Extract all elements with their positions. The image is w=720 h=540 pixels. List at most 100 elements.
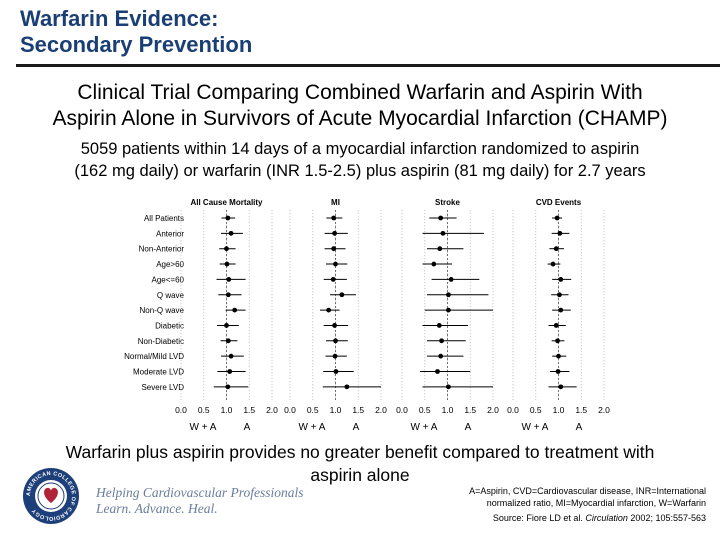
subgroup-label: Age>60: [156, 260, 184, 269]
x-tick-label: 0.5: [307, 405, 319, 415]
point-estimate: [224, 261, 230, 267]
panel-title: MI: [331, 198, 340, 207]
favors-left-label: W + A: [411, 422, 438, 433]
point-estimate: [333, 261, 338, 267]
point-estimate: [326, 307, 332, 313]
favors-left-label: W + A: [522, 422, 549, 433]
subgroup-label: Diabetic: [155, 321, 184, 330]
slide-title-line1: Warfarin Evidence:: [20, 6, 219, 31]
x-tick-label: 1.0: [553, 405, 565, 415]
trial-title-line1: Clinical Trial Comparing Combined Warfar…: [77, 81, 643, 104]
x-tick-label: 0.0: [507, 405, 519, 415]
point-estimate: [232, 307, 238, 313]
source-citation: Source: Fiore LD et al. Circulation 2002…: [493, 513, 706, 523]
x-tick-label: 0.5: [419, 405, 431, 415]
source-prefix: Source: Fiore LD et al.: [492, 513, 586, 523]
point-estimate: [438, 353, 444, 359]
x-tick-label: 1.0: [442, 405, 454, 415]
x-tick-label: 1.5: [243, 405, 255, 415]
point-estimate: [431, 261, 437, 267]
trial-description-line1: 5059 patients within 14 days of a myocar…: [80, 140, 640, 158]
point-estimate: [448, 277, 454, 282]
subgroup-label: Non-Anterior: [139, 245, 185, 254]
point-estimate: [436, 323, 442, 328]
point-estimate: [339, 292, 345, 298]
point-estimate: [556, 353, 561, 359]
point-estimate: [558, 277, 564, 282]
point-estimate: [333, 338, 338, 344]
acc-seal-logo: AMERICAN COLLEGE OF CARDIOLOGY: [23, 468, 79, 524]
trial-title-line2: Aspirin Alone in Survivors of Acute Myoc…: [52, 107, 668, 130]
point-estimate: [435, 369, 440, 374]
subgroup-label: Q wave: [157, 291, 185, 300]
x-tick-label: 2.0: [487, 405, 499, 415]
trial-description-line2: (162 mg daily) or warfarin (INR 1.5-2.5)…: [74, 162, 646, 180]
point-estimate: [228, 353, 234, 359]
tagline-line2: Learn. Advance. Heal.: [96, 501, 218, 516]
point-estimate: [553, 246, 559, 252]
x-tick-label: 0.5: [530, 405, 542, 415]
trial-title: Clinical Trial Comparing Combined Warfar…: [0, 80, 720, 132]
point-estimate: [557, 230, 563, 236]
point-estimate: [225, 384, 231, 390]
x-tick-label: 0.5: [198, 405, 210, 415]
title-divider: [16, 64, 720, 67]
x-tick-label: 0.0: [396, 405, 408, 415]
point-estimate: [553, 323, 559, 328]
x-tick-label: 2.0: [375, 405, 387, 415]
subgroup-label: All Patients: [144, 214, 184, 223]
point-estimate: [446, 307, 451, 313]
panel-title: All Cause Mortality: [190, 198, 263, 207]
favors-right-label: A: [576, 422, 583, 433]
point-estimate: [330, 277, 336, 282]
point-estimate: [446, 384, 451, 390]
point-estimate: [440, 230, 446, 236]
footnote-line2: normalized ratio, MI=Myocardial infarcti…: [486, 498, 706, 508]
point-estimate: [333, 369, 339, 374]
conclusion: Warfarin plus aspirin provides no greate…: [0, 441, 720, 487]
x-tick-label: 1.0: [330, 405, 342, 415]
subgroup-label: Age<=60: [152, 275, 185, 284]
point-estimate: [228, 230, 234, 236]
x-tick-label: 1.0: [221, 405, 233, 415]
point-estimate: [555, 369, 561, 374]
x-tick-label: 1.5: [352, 405, 364, 415]
favors-right-label: A: [244, 422, 251, 433]
tagline-line1: Helping Cardiovascular Professionals: [96, 485, 304, 500]
point-estimate: [225, 338, 231, 344]
point-estimate: [332, 353, 338, 359]
point-estimate: [437, 246, 443, 252]
subgroup-label: Anterior: [156, 229, 184, 238]
point-estimate: [554, 215, 560, 221]
favors-right-label: A: [353, 422, 360, 433]
favors-left-label: W + A: [299, 422, 326, 433]
slide-title: Warfarin Evidence: Secondary Prevention: [20, 6, 252, 58]
favors-left-label: W + A: [190, 422, 217, 433]
point-estimate: [225, 215, 231, 221]
source-suffix: 2002; 105:557-563: [627, 513, 706, 523]
slide-title-line2: Secondary Prevention: [20, 32, 253, 57]
subgroup-label: Non-Diabetic: [138, 337, 184, 346]
point-estimate: [557, 292, 562, 298]
point-estimate: [439, 338, 444, 344]
point-estimate: [344, 384, 350, 390]
point-estimate: [446, 292, 451, 298]
x-tick-label: 2.0: [598, 405, 610, 415]
point-estimate: [438, 215, 444, 221]
point-estimate: [226, 277, 232, 282]
point-estimate: [224, 323, 229, 328]
footnote-line1: A=Aspirin, CVD=Cardiovascular disease, I…: [469, 486, 706, 496]
point-estimate: [225, 292, 231, 298]
tagline: Helping Cardiovascular Professionals Lea…: [96, 485, 304, 517]
point-estimate: [332, 323, 337, 328]
point-estimate: [332, 230, 337, 236]
point-estimate: [331, 246, 337, 252]
point-estimate: [224, 246, 229, 252]
subgroup-label: Moderate LVD: [133, 368, 184, 377]
point-estimate: [227, 369, 233, 374]
abbreviations-footnote: A=Aspirin, CVD=Cardiovascular disease, I…: [406, 485, 706, 509]
point-estimate: [331, 215, 337, 221]
x-tick-label: 0.0: [175, 405, 187, 415]
forest-plot: All Patients Anterior Non-Anterior Age>60 Ag…: [124, 198, 610, 433]
conclusion-line2: aspirin alone: [310, 465, 410, 485]
